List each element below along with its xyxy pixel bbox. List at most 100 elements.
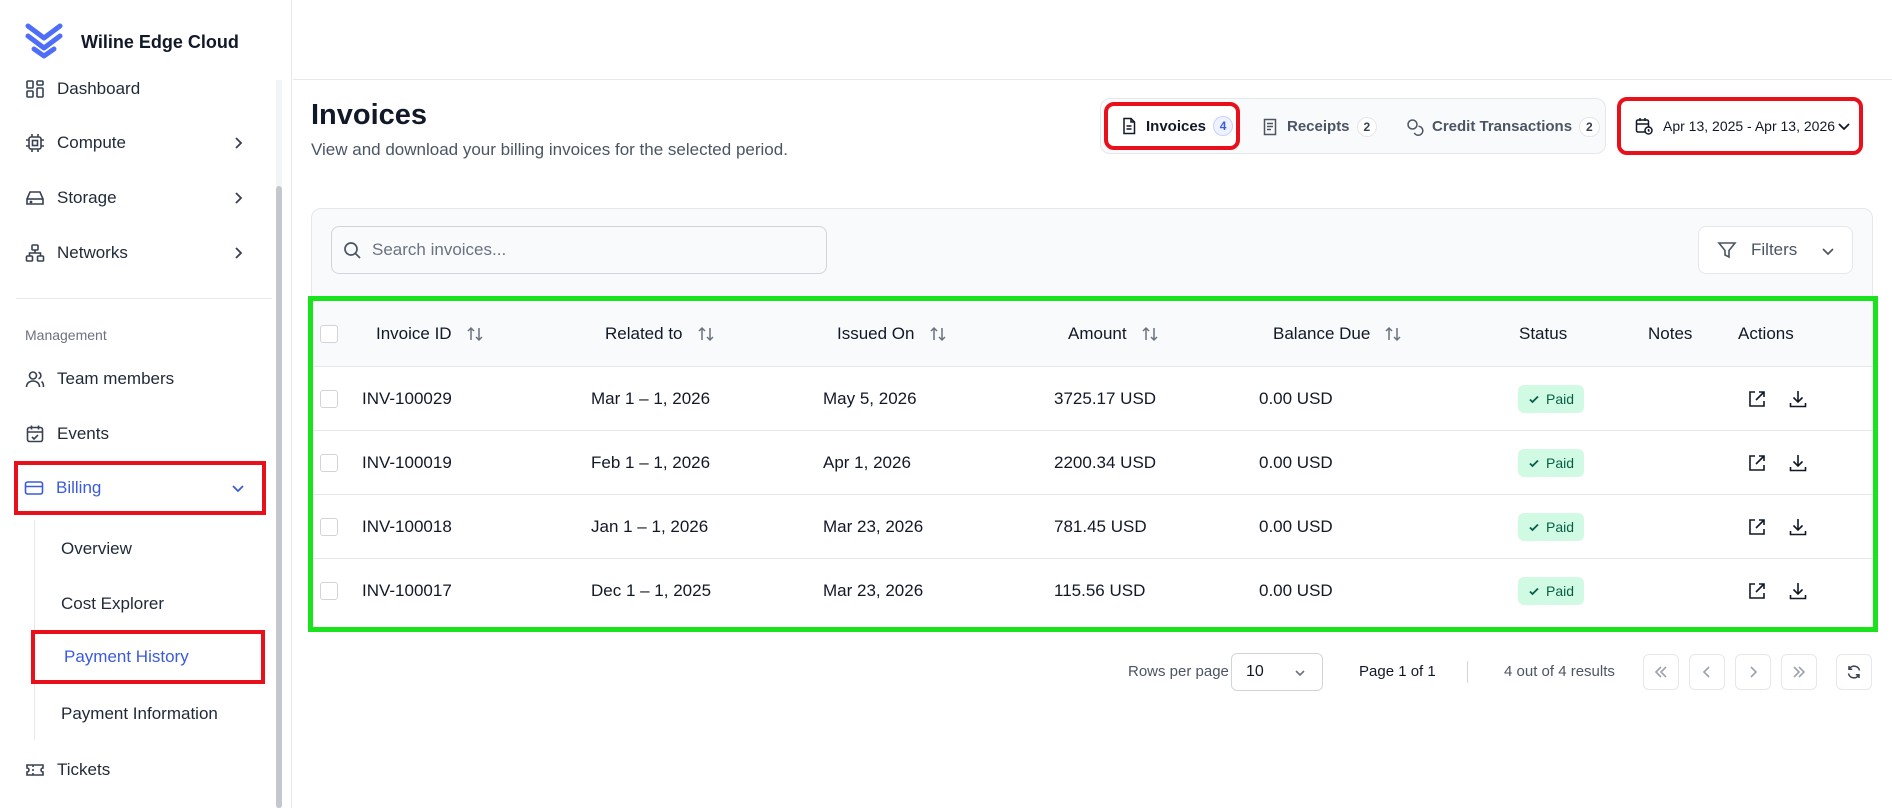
sidebar-item-billing[interactable]: Billing [14, 461, 266, 515]
refresh-icon [1847, 665, 1861, 679]
submenu-guide-line [34, 520, 35, 740]
previous-page-button[interactable] [1689, 654, 1725, 690]
tab-label: Invoices [1146, 117, 1207, 135]
download-icon[interactable] [1787, 388, 1809, 410]
sidebar-item-tickets[interactable]: Tickets [16, 748, 262, 792]
download-icon[interactable] [1787, 580, 1809, 602]
column-label: Balance Due [1273, 324, 1371, 343]
column-header-notes: Notes [1648, 324, 1693, 343]
select-all-checkbox[interactable] [320, 325, 338, 343]
last-page-button[interactable] [1781, 654, 1817, 690]
column-header-invoice-id[interactable]: Invoice ID [376, 324, 484, 344]
sidebar-item-dashboard[interactable]: Dashboard [16, 67, 262, 111]
row-checkbox[interactable] [320, 454, 338, 472]
users-icon [25, 369, 45, 389]
download-icon[interactable] [1787, 452, 1809, 474]
document-tabs: Invoices 4 Receipts 2 Credit Transaction… [1100, 98, 1606, 154]
open-external-icon[interactable] [1746, 580, 1768, 602]
cpu-icon [25, 133, 45, 153]
chevron-down-icon [1822, 248, 1834, 256]
tab-count-badge: 2 [1356, 116, 1378, 137]
cell-invoice-id: INV-100019 [362, 453, 452, 472]
row-checkbox[interactable] [320, 518, 338, 536]
open-external-icon[interactable] [1746, 388, 1768, 410]
cell-issued-on: Apr 1, 2026 [823, 453, 911, 472]
check-icon [1529, 459, 1539, 468]
tab-receipts[interactable]: Receipts 2 [1261, 109, 1378, 144]
chevron-right-icon [235, 247, 243, 259]
sidebar-item-label: Storage [57, 188, 117, 207]
search-input[interactable] [372, 240, 812, 260]
date-range-picker[interactable]: Apr 13, 2025 - Apr 13, 2026 [1617, 97, 1863, 155]
brand[interactable]: Wiline Edge Cloud [25, 22, 239, 60]
sidebar-subitem-payment-history[interactable]: Payment History [31, 630, 265, 684]
rows-per-page-select[interactable]: 10 [1231, 653, 1323, 691]
chevron-right-icon [1750, 666, 1758, 678]
chevron-right-icon [235, 137, 243, 149]
table-row[interactable]: INV-100017 Dec 1 – 1, 2025 Mar 23, 2026 … [313, 559, 1873, 623]
download-icon[interactable] [1787, 516, 1809, 538]
tab-credit-transactions[interactable]: Credit Transactions 2 [1406, 109, 1600, 144]
sort-icon[interactable] [929, 325, 947, 343]
cell-issued-on: May 5, 2026 [823, 389, 917, 408]
column-header-issued-on[interactable]: Issued On [837, 324, 947, 344]
cell-amount: 115.56 USD [1054, 581, 1146, 600]
cell-related-to: Mar 1 – 1, 2026 [591, 389, 711, 408]
table-row[interactable]: INV-100018 Jan 1 – 1, 2026 Mar 23, 2026 … [313, 495, 1873, 559]
sidebar-item-compute[interactable]: Compute [16, 121, 262, 165]
tab-count-badge: 4 [1213, 116, 1234, 136]
sidebar-item-label: Tickets [57, 760, 111, 779]
cell-amount: 3725.17 USD [1054, 389, 1157, 408]
chevron-down-icon [1295, 670, 1305, 677]
sidebar-scrollbar-thumb[interactable] [276, 186, 282, 808]
open-external-icon[interactable] [1746, 452, 1768, 474]
first-page-button[interactable] [1643, 654, 1679, 690]
sort-icon[interactable] [1141, 325, 1159, 343]
sidebar-item-label: Team members [57, 369, 175, 388]
search-box[interactable] [331, 226, 827, 274]
table-row[interactable]: INV-100019 Feb 1 – 1, 2026 Apr 1, 2026 2… [313, 431, 1873, 495]
cell-related-to: Feb 1 – 1, 2026 [591, 453, 711, 472]
network-icon [25, 243, 45, 263]
filter-icon [1717, 240, 1737, 260]
column-label: Invoice ID [376, 324, 452, 343]
table-header: Invoice ID Related to Issued On Amount B… [313, 301, 1873, 367]
results-count: 4 out of 4 results [1504, 663, 1615, 680]
sort-icon[interactable] [697, 325, 715, 343]
sidebar-subitem-cost-explorer[interactable]: Cost Explorer [61, 594, 164, 613]
coins-icon [1406, 118, 1424, 136]
open-external-icon[interactable] [1746, 516, 1768, 538]
cell-related-to: Jan 1 – 1, 2026 [591, 517, 709, 536]
column-header-related-to[interactable]: Related to [605, 324, 715, 344]
sidebar-subitem-payment-information[interactable]: Payment Information [61, 704, 218, 723]
status-label: Paid [1546, 455, 1575, 471]
check-icon [1529, 587, 1539, 596]
sidebar-item-label: Dashboard [57, 79, 141, 98]
sort-icon[interactable] [466, 325, 484, 343]
page-subtitle: View and download your billing invoices … [311, 140, 788, 159]
sidebar-item-team-members[interactable]: Team members [16, 357, 262, 401]
sort-icon[interactable] [1384, 325, 1402, 343]
sidebar-item-networks[interactable]: Networks [16, 231, 262, 275]
rows-per-page-value: 10 [1246, 663, 1264, 680]
row-checkbox[interactable] [320, 582, 338, 600]
filters-button[interactable]: Filters [1698, 226, 1853, 274]
column-header-balance-due[interactable]: Balance Due [1273, 324, 1402, 344]
next-page-button[interactable] [1735, 654, 1771, 690]
sidebar-item-events[interactable]: Events [16, 412, 262, 456]
cell-invoice-id: INV-100018 [362, 517, 452, 536]
top-bar [293, 0, 1892, 80]
tab-invoices[interactable]: Invoices 4 [1104, 102, 1240, 150]
cell-invoice-id: INV-100017 [362, 581, 452, 600]
table-row[interactable]: INV-100029 Mar 1 – 1, 2026 May 5, 2026 3… [313, 367, 1873, 431]
cell-related-to: Dec 1 – 1, 2025 [591, 581, 712, 600]
sidebar-subitem-overview[interactable]: Overview [61, 539, 132, 558]
pagination-divider [1467, 661, 1468, 683]
column-header-amount[interactable]: Amount [1068, 324, 1159, 344]
sidebar-item-storage[interactable]: Storage [16, 176, 262, 220]
chevron-left-icon [1702, 666, 1710, 678]
sidebar: Wiline Edge Cloud Dashboard Compute Stor… [0, 0, 292, 808]
refresh-button[interactable] [1836, 654, 1872, 690]
status-label: Paid [1546, 391, 1575, 407]
row-checkbox[interactable] [320, 390, 338, 408]
